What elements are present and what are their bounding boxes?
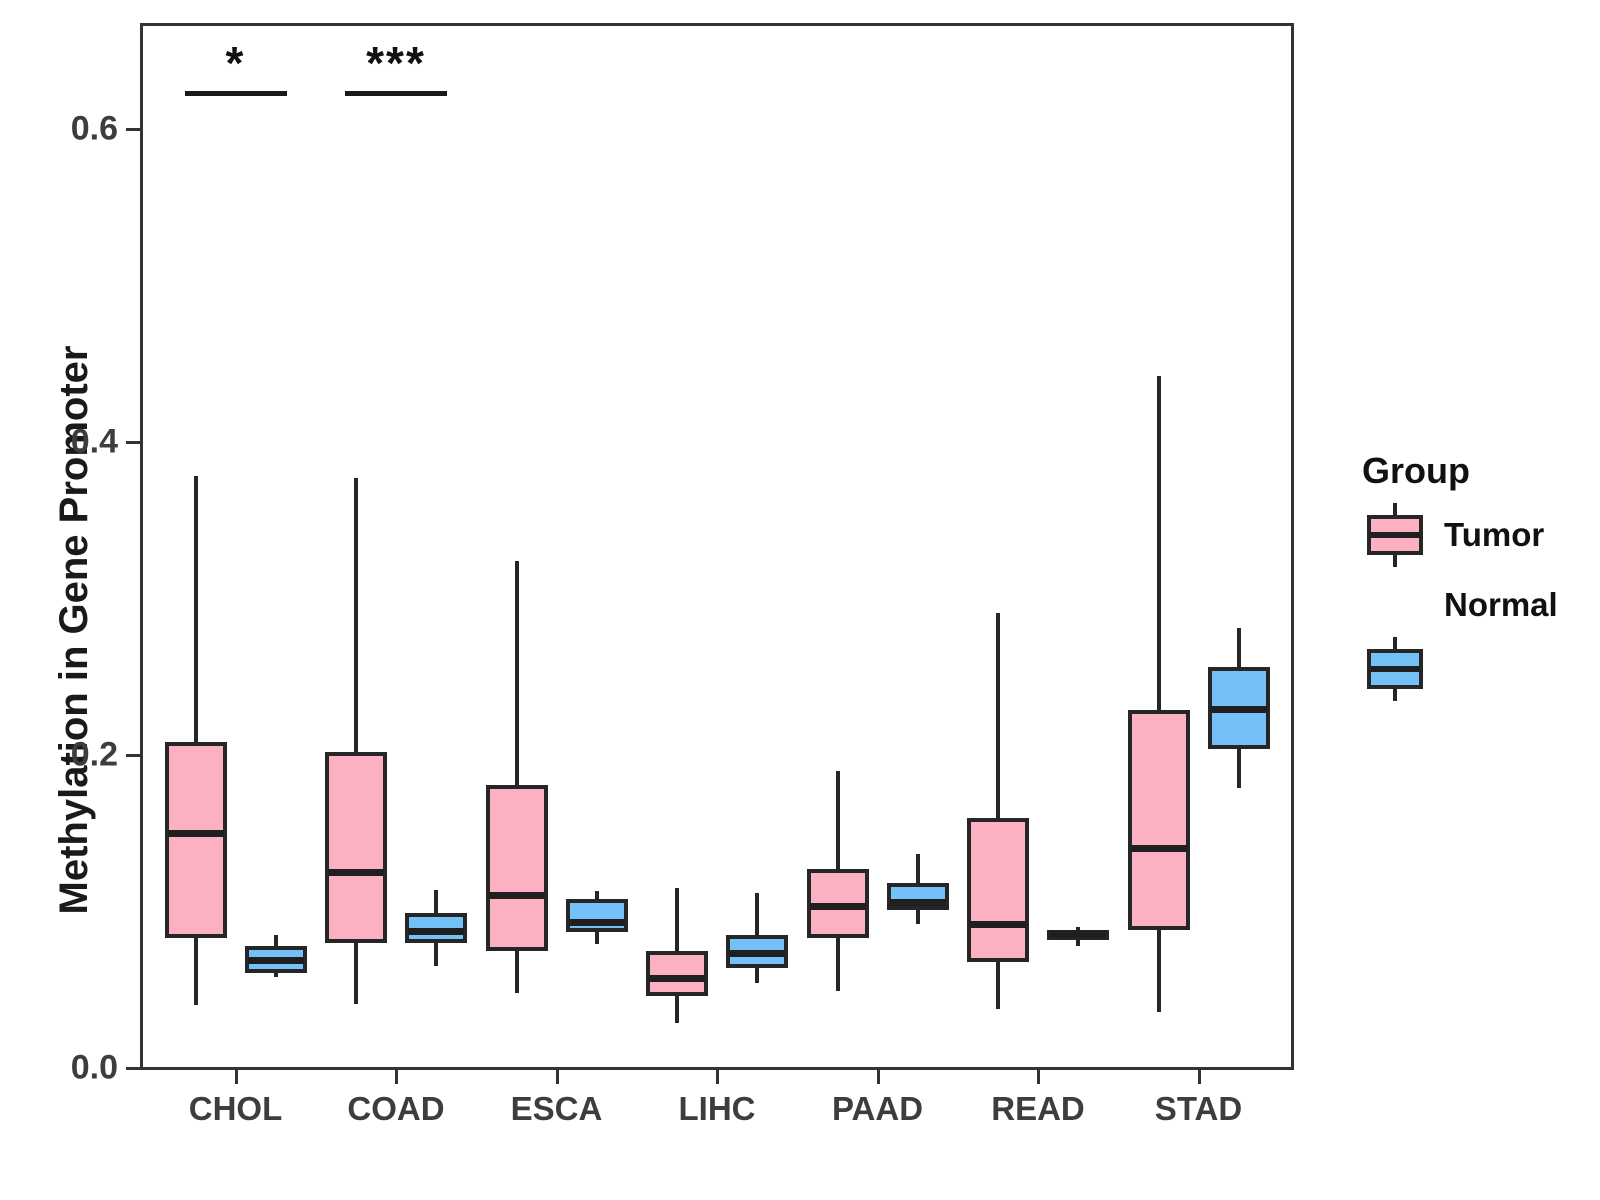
median-STAD-Tumor bbox=[1130, 845, 1187, 853]
y-tick-label: 0.4 bbox=[70, 422, 118, 461]
x-tick-label: STAD bbox=[1154, 1090, 1243, 1127]
significance-bar-CHOL bbox=[184, 91, 287, 96]
x-tick-mark bbox=[1037, 1070, 1040, 1084]
box-LIHC-Tumor bbox=[646, 950, 708, 996]
y-tick-mark bbox=[126, 754, 140, 757]
median-READ-Normal bbox=[1050, 931, 1106, 939]
box-READ-Tumor bbox=[967, 817, 1029, 962]
legend-key-whisker-top bbox=[1393, 637, 1397, 649]
legend-key-tumor bbox=[1367, 503, 1423, 567]
whisker-ESCA-Tumor bbox=[514, 560, 519, 993]
legend-key-whisker-top bbox=[1393, 503, 1397, 515]
median-LIHC-Tumor bbox=[649, 975, 705, 983]
box-COAD-Tumor bbox=[325, 751, 387, 943]
x-tick-label: READ bbox=[991, 1090, 1085, 1127]
y-tick-label: 0.0 bbox=[70, 1048, 118, 1087]
x-tick-mark bbox=[1197, 1070, 1201, 1084]
x-tick-mark bbox=[234, 1070, 238, 1084]
plot-panel bbox=[140, 23, 1294, 1070]
y-tick-label: 0.6 bbox=[70, 109, 118, 148]
significance-label-COAD: *** bbox=[366, 37, 426, 89]
x-tick-mark bbox=[876, 1070, 880, 1084]
median-READ-Tumor bbox=[970, 920, 1026, 928]
median-COAD-Tumor bbox=[328, 868, 384, 876]
box-ESCA-Normal bbox=[565, 898, 628, 932]
box-STAD-Tumor bbox=[1127, 709, 1190, 931]
median-PAAD-Tumor bbox=[809, 903, 866, 911]
median-PAAD-Normal bbox=[889, 898, 946, 906]
legend-label-tumor: Tumor bbox=[1444, 516, 1545, 553]
y-tick-mark bbox=[126, 1067, 140, 1070]
x-tick-mark bbox=[395, 1070, 398, 1084]
legend-label-normal: Normal bbox=[1444, 586, 1558, 623]
significance-bar-COAD bbox=[345, 91, 447, 96]
legend-title: Group bbox=[1362, 450, 1470, 491]
x-tick-mark bbox=[716, 1070, 719, 1084]
whisker-CHOL-Tumor bbox=[193, 476, 198, 1006]
median-CHOL-Tumor bbox=[167, 829, 224, 837]
x-tick-label: COAD bbox=[347, 1090, 445, 1127]
whisker-COAD-Tumor bbox=[354, 477, 358, 1004]
legend-key-whisker-bottom bbox=[1393, 555, 1397, 567]
significance-label-CHOL: * bbox=[225, 37, 246, 89]
x-tick-label: LIHC bbox=[678, 1090, 756, 1127]
legend-key-median bbox=[1370, 666, 1420, 672]
legend-key-whisker-bottom bbox=[1393, 689, 1397, 701]
y-tick-mark bbox=[126, 128, 140, 131]
y-tick-label: 0.2 bbox=[70, 735, 118, 774]
median-COAD-Normal bbox=[408, 928, 464, 936]
legend-key-normal bbox=[1367, 637, 1423, 701]
whisker-STAD-Tumor bbox=[1156, 376, 1161, 1012]
legend-key-median bbox=[1370, 532, 1420, 538]
median-ESCA-Tumor bbox=[488, 892, 545, 900]
box-ESCA-Tumor bbox=[485, 784, 548, 951]
x-tick-mark bbox=[555, 1070, 559, 1084]
median-LIHC-Normal bbox=[729, 950, 785, 958]
whisker-READ-Tumor bbox=[996, 612, 1000, 1009]
median-ESCA-Normal bbox=[568, 918, 625, 926]
x-tick-label: PAAD bbox=[831, 1090, 924, 1127]
box-CHOL-Tumor bbox=[164, 742, 227, 939]
median-STAD-Normal bbox=[1210, 706, 1267, 714]
box-PAAD-Normal bbox=[886, 883, 949, 910]
median-CHOL-Normal bbox=[247, 956, 304, 964]
x-tick-label: ESCA bbox=[510, 1090, 603, 1127]
box-COAD-Normal bbox=[405, 913, 467, 943]
x-tick-label: CHOL bbox=[188, 1090, 283, 1127]
y-tick-mark bbox=[126, 441, 140, 444]
